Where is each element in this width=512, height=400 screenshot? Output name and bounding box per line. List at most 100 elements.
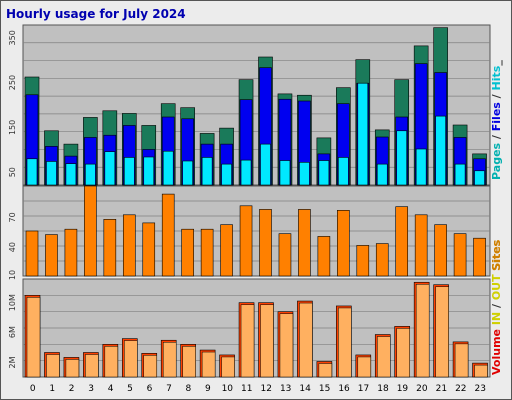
x-tick-label: 14 xyxy=(299,384,311,394)
volume-inner-bar xyxy=(65,359,80,378)
sites-bar xyxy=(103,219,117,277)
volume-inner-bar xyxy=(85,354,99,378)
x-tick-label: 5 xyxy=(127,384,133,394)
volume-inner-bar xyxy=(104,346,119,378)
pages-bar xyxy=(338,157,349,186)
pages-bar xyxy=(85,163,96,186)
sites-bar xyxy=(200,228,214,277)
legend-segment: / xyxy=(490,303,503,308)
sites-bar xyxy=(453,233,467,277)
volume-inner-bar xyxy=(377,336,391,378)
sites-bar xyxy=(25,230,39,277)
sites-bar xyxy=(414,214,428,277)
volume-inner-bar xyxy=(260,304,274,378)
pages-bar xyxy=(474,170,485,186)
pages-bar xyxy=(396,130,408,186)
volume-inner-bar xyxy=(26,297,41,378)
x-tick-label: 7 xyxy=(166,384,172,394)
legend-segment: Sites xyxy=(490,239,503,270)
x-tick-label: 8 xyxy=(186,384,192,394)
panel2-right-label: Sites xyxy=(490,240,503,271)
chart-title: Hourly usage for July 2024 xyxy=(6,7,186,21)
pages-bar xyxy=(318,160,330,186)
x-tick-label: 21 xyxy=(436,384,447,394)
sites-bar xyxy=(239,205,253,277)
panel1-right-label: Pages / Files / Hits_ xyxy=(490,60,503,180)
volume-inner-bar xyxy=(415,284,430,378)
pages-bar xyxy=(279,160,291,186)
sites-bar xyxy=(259,209,272,277)
legend-segment: IN xyxy=(490,308,503,329)
y-tick-label: 350 xyxy=(8,30,17,45)
x-tick-label: 15 xyxy=(319,384,330,394)
sites-bar xyxy=(473,237,486,277)
x-tick-label: 12 xyxy=(261,384,272,394)
legend-segment: / xyxy=(490,131,503,143)
panel3-right-label: Volume IN / OUT Sites xyxy=(490,239,503,375)
pages-bar xyxy=(46,161,57,186)
volume-inner-bar xyxy=(454,343,469,378)
pages-bar xyxy=(415,148,427,186)
x-tick-label: 23 xyxy=(475,384,486,394)
x-tick-label: 22 xyxy=(455,384,466,394)
pages-bar xyxy=(299,162,310,186)
x-tick-label: 6 xyxy=(147,384,153,394)
sites-bar xyxy=(317,236,331,277)
pages-bar xyxy=(26,158,38,186)
sites-bar xyxy=(181,228,194,277)
volume-inner-bar xyxy=(299,302,313,378)
sites-bar xyxy=(161,193,175,277)
sites-bar xyxy=(220,224,233,277)
volume-inner-bar xyxy=(474,364,488,378)
volume-inner-bar xyxy=(124,340,138,378)
sites-bar xyxy=(298,209,311,277)
pages-bar xyxy=(104,151,116,186)
pages-bar xyxy=(123,157,135,186)
pages-bar xyxy=(143,156,155,186)
x-tick-label: 1 xyxy=(49,384,55,394)
volume-inner-bar xyxy=(279,313,294,378)
pages-bar xyxy=(454,163,466,186)
x-tick-label: 13 xyxy=(280,384,291,394)
pages-bar xyxy=(182,160,193,186)
panel-background xyxy=(22,24,491,186)
x-tick-label: 11 xyxy=(241,384,252,394)
x-tick-label: 19 xyxy=(397,384,409,394)
x-tick-label: 18 xyxy=(377,384,389,394)
sites-bar xyxy=(64,228,78,277)
legend-segment: / xyxy=(490,90,503,102)
volume-inner-bar xyxy=(46,354,60,378)
x-tick-label: 17 xyxy=(358,384,369,394)
volume-inner-bar xyxy=(435,286,449,378)
volume-inner-bar xyxy=(143,355,157,378)
volume-inner-bar xyxy=(240,304,255,378)
pages-bar xyxy=(240,159,252,186)
x-tick-label: 9 xyxy=(205,384,211,394)
volume-inner-bar xyxy=(182,346,196,378)
sites-bar xyxy=(395,206,409,277)
y-tick-label: 40 xyxy=(8,242,17,252)
sites-bar xyxy=(142,222,156,277)
x-tick-label: 10 xyxy=(222,384,234,394)
x-tick-label: 20 xyxy=(416,384,428,394)
y-tick-label: 2M xyxy=(8,356,17,368)
volume-inner-bar xyxy=(162,342,177,378)
y-tick-label: 10 xyxy=(8,270,17,280)
sites-bar xyxy=(375,243,389,277)
pages-bar xyxy=(260,143,271,186)
y-tick-label: 50 xyxy=(8,167,17,177)
sites-bar xyxy=(337,210,350,277)
sites-bar xyxy=(278,233,292,277)
volume-inner-bar xyxy=(338,307,352,378)
volume-inner-bar xyxy=(201,351,216,378)
volume-inner-bar xyxy=(396,328,410,378)
legend-segment: Files xyxy=(490,102,503,132)
y-tick-label: 250 xyxy=(8,75,17,90)
x-tick-label: 4 xyxy=(108,384,114,394)
y-tick-label: 70 xyxy=(8,212,17,222)
legend-segment: Volume xyxy=(490,329,503,375)
volume-inner-bar xyxy=(221,356,235,378)
sites-bar xyxy=(45,234,58,277)
pages-bar xyxy=(376,163,388,186)
